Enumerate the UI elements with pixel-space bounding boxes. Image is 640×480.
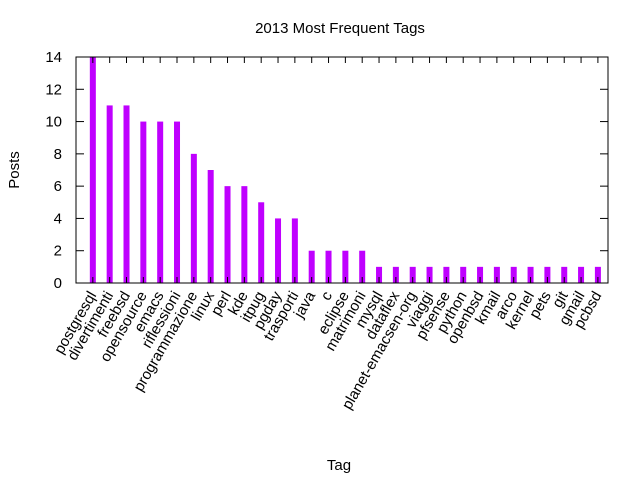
- bar: [460, 266, 467, 283]
- bar: [106, 105, 113, 283]
- y-tick-label: 8: [54, 146, 62, 163]
- bar: [140, 121, 147, 283]
- bar: [123, 105, 130, 283]
- bar: [578, 266, 585, 283]
- bar: [241, 186, 248, 283]
- bar: [376, 266, 383, 283]
- y-tick-label: 14: [45, 49, 62, 66]
- y-tick-label: 0: [54, 275, 62, 292]
- bar: [493, 266, 500, 283]
- y-tick-label: 12: [45, 81, 62, 98]
- bar: [291, 218, 298, 283]
- bar: [359, 250, 366, 283]
- y-axis-label: Posts: [6, 151, 23, 189]
- plot-frame: [75, 56, 609, 284]
- y-tick-label: 10: [45, 114, 62, 131]
- bar: [308, 250, 315, 283]
- bar: [89, 57, 96, 283]
- bar: [325, 250, 332, 283]
- bar: [190, 153, 197, 283]
- y-tick-label: 4: [54, 210, 62, 227]
- bar: [207, 170, 214, 283]
- bar: [342, 250, 349, 283]
- bar: [477, 266, 484, 283]
- bar: [258, 202, 265, 283]
- x-axis-tick-labels: postgresqldivertimentifreebsdopensourcee…: [51, 57, 605, 413]
- chart-title: 2013 Most Frequent Tags: [255, 20, 425, 37]
- bar: [544, 266, 551, 283]
- bar: [224, 186, 231, 283]
- bar: [527, 266, 534, 283]
- bar: [392, 266, 399, 283]
- bar-series: [89, 57, 601, 283]
- bar: [275, 218, 282, 283]
- bar: [157, 121, 164, 283]
- bar: [443, 266, 450, 283]
- y-tick-label: 2: [54, 243, 62, 260]
- bar: [409, 266, 416, 283]
- bar: [561, 266, 568, 283]
- x-axis-label: Tag: [327, 457, 351, 474]
- bar: [426, 266, 433, 283]
- bar: [174, 121, 181, 283]
- bar: [510, 266, 517, 283]
- bar: [594, 266, 601, 283]
- y-tick-label: 6: [54, 178, 62, 195]
- y-axis-ticks: 0 2 4 6 8 10 12 14: [45, 49, 608, 292]
